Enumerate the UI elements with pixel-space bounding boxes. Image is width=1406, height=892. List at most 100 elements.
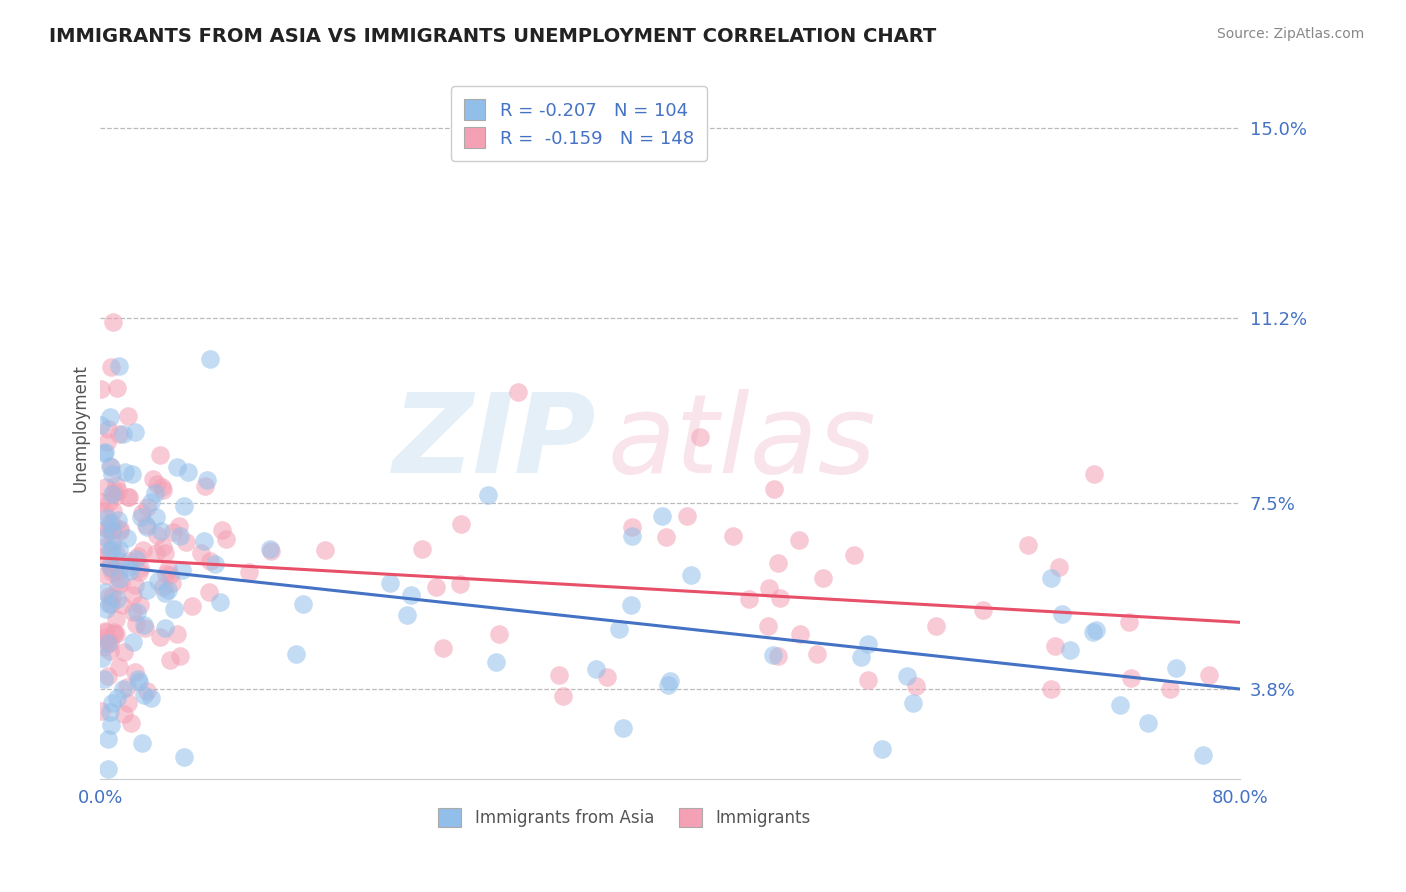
Point — [104, 546, 127, 560]
Point — [162, 576, 184, 591]
Point — [198, 351, 221, 366]
Point — [768, 649, 790, 664]
Point — [103, 315, 125, 329]
Point — [114, 645, 136, 659]
Point — [127, 549, 149, 563]
Point — [125, 605, 148, 619]
Point — [1159, 682, 1181, 697]
Point — [789, 627, 811, 641]
Point — [143, 486, 166, 500]
Point — [215, 532, 238, 546]
Point — [596, 670, 619, 684]
Point — [856, 673, 879, 687]
Point — [844, 548, 866, 562]
Point — [93, 630, 115, 644]
Point — [100, 359, 122, 374]
Point — [117, 696, 139, 710]
Point — [107, 579, 129, 593]
Point — [153, 586, 176, 600]
Point — [689, 429, 711, 443]
Point — [1050, 607, 1073, 622]
Point — [135, 520, 157, 534]
Point — [93, 640, 115, 655]
Point — [128, 566, 150, 580]
Point — [98, 558, 121, 572]
Point — [204, 557, 226, 571]
Point — [98, 516, 121, 530]
Point — [110, 524, 132, 538]
Point — [98, 542, 121, 557]
Point — [612, 721, 634, 735]
Point — [135, 518, 157, 533]
Text: ZIP: ZIP — [392, 389, 596, 496]
Point — [94, 602, 117, 616]
Point — [115, 532, 138, 546]
Point — [169, 648, 191, 663]
Point — [120, 716, 142, 731]
Point — [259, 542, 281, 557]
Point — [124, 425, 146, 439]
Point — [260, 543, 283, 558]
Point — [124, 665, 146, 679]
Point — [506, 385, 529, 400]
Point — [105, 591, 128, 606]
Point — [150, 480, 173, 494]
Point — [903, 696, 925, 710]
Point — [166, 627, 188, 641]
Point — [98, 597, 121, 611]
Point — [488, 627, 510, 641]
Point — [806, 647, 828, 661]
Point — [90, 382, 112, 396]
Point — [167, 519, 190, 533]
Point — [621, 529, 644, 543]
Point — [97, 636, 120, 650]
Point — [125, 552, 148, 566]
Point — [129, 599, 152, 613]
Point — [477, 488, 499, 502]
Point — [849, 650, 872, 665]
Point — [97, 421, 120, 435]
Point — [96, 511, 118, 525]
Point — [166, 459, 188, 474]
Point — [1047, 560, 1070, 574]
Point — [238, 565, 260, 579]
Point — [411, 541, 433, 556]
Point — [93, 672, 115, 686]
Point — [107, 660, 129, 674]
Point — [100, 718, 122, 732]
Point — [101, 504, 124, 518]
Point — [142, 472, 165, 486]
Point — [131, 735, 153, 749]
Point — [117, 554, 139, 568]
Point — [146, 527, 169, 541]
Point — [94, 624, 117, 639]
Point — [193, 534, 215, 549]
Point — [180, 599, 202, 613]
Point — [97, 762, 120, 776]
Point — [112, 427, 135, 442]
Point — [1017, 538, 1039, 552]
Point — [104, 489, 127, 503]
Point — [96, 568, 118, 582]
Point — [198, 554, 221, 568]
Point — [1040, 682, 1063, 697]
Point — [90, 417, 112, 432]
Point — [285, 647, 308, 661]
Point — [1083, 624, 1105, 639]
Point — [547, 667, 569, 681]
Point — [737, 591, 759, 606]
Point — [101, 541, 124, 556]
Point — [585, 662, 607, 676]
Point — [449, 577, 471, 591]
Point — [94, 444, 117, 458]
Point — [91, 549, 114, 564]
Point — [122, 605, 145, 619]
Point — [1136, 716, 1159, 731]
Point — [620, 598, 643, 612]
Point — [100, 636, 122, 650]
Point — [156, 582, 179, 597]
Point — [100, 523, 122, 537]
Text: atlas: atlas — [607, 389, 876, 496]
Point — [103, 624, 125, 639]
Point — [105, 691, 128, 706]
